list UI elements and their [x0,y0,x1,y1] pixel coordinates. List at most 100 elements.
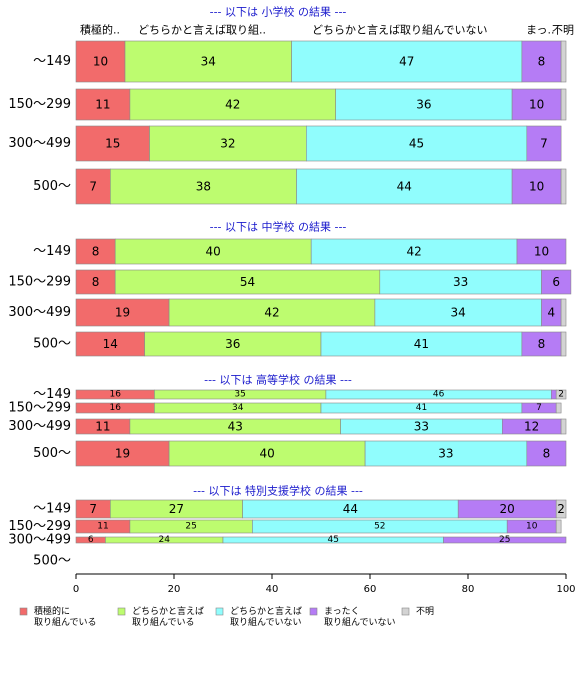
row-label: 300〜499 [8,305,71,320]
bar-segment [379,269,542,295]
data-label: 34 [451,306,466,320]
legend-label: 取り組んでいる [132,616,195,628]
x-tick-label: 40 [266,584,279,595]
bar-segment [291,40,523,83]
row-label: 300〜499 [8,419,71,434]
row-label: 150〜299 [8,519,71,534]
legend-swatch [215,607,224,616]
bar-segment [75,168,111,205]
data-label: 7 [89,502,97,516]
data-label: 33 [414,420,429,434]
row-label: 150〜299 [8,275,71,290]
bar-segment [555,389,567,400]
row-label: 500〜 [33,446,71,461]
column-header: どちらかと言えば取り組.. [138,24,266,37]
bar-segment [75,298,170,327]
bar-segment [335,88,513,121]
data-label: 7 [536,403,542,413]
row-label: 〜149 [33,54,71,69]
data-label: 25 [185,522,196,532]
bar-segment [75,88,131,121]
bar-segment [114,238,312,265]
legend-swatch [117,607,126,616]
row-label: 〜149 [33,244,71,259]
legend-label: まったく [324,606,360,617]
row-label: 500〜 [33,554,71,569]
legend-label: 取り組んでいない [324,616,396,628]
bar-segment [124,40,292,83]
data-label: 11 [95,98,110,112]
bar-segment [75,40,126,83]
bar-segment [75,269,116,295]
data-label: 8 [538,337,546,351]
x-tick-label: 60 [364,584,377,595]
row-label: 〜149 [33,502,71,517]
bar-segment [320,331,523,357]
bar-segment [560,418,567,435]
bar-segment [511,88,562,121]
data-label: 25 [499,535,510,545]
bar-segment [75,125,150,162]
bar-segment [550,389,557,400]
x-tick-label: 100 [556,584,575,595]
data-label: 47 [399,55,414,69]
data-label: 15 [105,137,120,151]
data-label: 52 [374,522,385,532]
bar-segment [560,298,567,327]
bar-segment [541,269,572,295]
data-label: 46 [433,390,445,400]
data-label: 36 [416,98,431,112]
data-label: 10 [529,180,544,194]
data-label: 8 [92,245,100,259]
data-label: 14 [103,337,118,351]
data-label: 2 [558,390,564,400]
data-label: 34 [232,403,244,413]
data-label: 11 [95,420,110,434]
bar-segment [560,168,567,205]
data-label: 6 [88,535,94,545]
bar-segment [526,440,567,467]
data-label: 19 [115,447,130,461]
bar-segment [144,331,322,357]
legend-label: 不明 [416,606,434,617]
bar-segment [374,298,542,327]
data-label: 10 [93,55,108,69]
data-label: 40 [259,447,274,461]
data-label: 43 [228,420,243,434]
bar-segment [443,536,567,544]
column-header: どちらかと言えば取り組んでいない [312,24,487,37]
data-label: 34 [201,55,216,69]
bar-segment [75,238,116,265]
data-label: 33 [453,275,468,289]
data-label: 10 [534,245,549,259]
data-label: 11 [97,522,108,532]
data-label: 42 [225,98,240,112]
data-label: 41 [416,403,427,413]
panel-title: --- 以下は 中学校 の結果 --- [210,220,347,234]
legend-swatch [309,607,318,616]
row-label: 150〜299 [8,401,71,416]
data-label: 42 [406,245,421,259]
data-label: 41 [414,337,429,351]
data-label: 24 [158,535,170,545]
bar-segment [149,125,307,162]
row-label: 300〜499 [8,136,71,151]
data-label: 42 [264,306,279,320]
row-label: 500〜 [33,179,71,194]
data-label: 33 [438,447,453,461]
data-label: 7 [89,180,97,194]
bar-segment [560,331,567,357]
bar-segment [296,168,513,205]
x-tick-label: 20 [168,584,181,595]
bar-segment [521,331,562,357]
data-label: 35 [234,390,245,400]
data-label: 16 [109,390,121,400]
bar-segment [555,402,562,414]
data-label: 8 [538,55,546,69]
bar-segment [364,440,528,467]
data-label: 6 [552,275,560,289]
bar-segment [310,238,518,265]
bar-segment [555,519,562,534]
bar-segment [75,440,170,467]
